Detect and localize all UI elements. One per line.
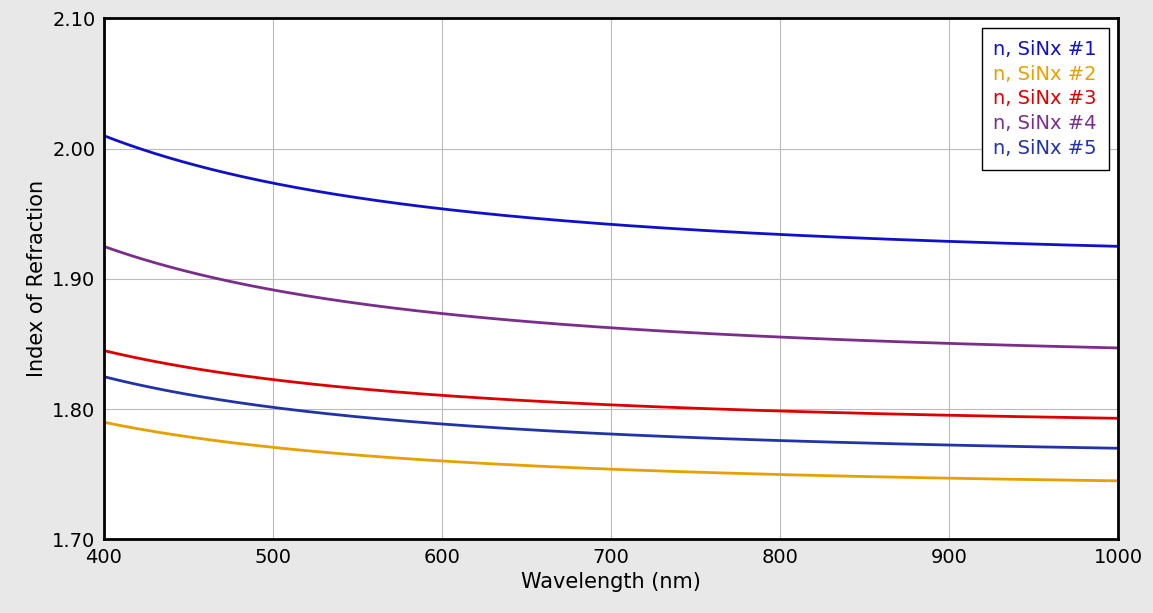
n, SiNx #3 xyxy=(564,399,578,406)
n, SiNx #5 xyxy=(97,373,111,380)
n, SiNx #4 xyxy=(564,321,578,329)
n, SiNx #1 xyxy=(1082,242,1095,249)
n, SiNx #3 xyxy=(1082,414,1095,422)
n, SiNx #1 xyxy=(896,236,910,243)
n, SiNx #3 xyxy=(590,400,604,408)
n, SiNx #1 xyxy=(1082,242,1095,249)
n, SiNx #2 xyxy=(149,428,163,435)
n, SiNx #3 xyxy=(1111,414,1125,422)
n, SiNx #5 xyxy=(1111,444,1125,452)
n, SiNx #1 xyxy=(97,132,111,139)
n, SiNx #2 xyxy=(564,464,578,471)
n, SiNx #2 xyxy=(97,419,111,426)
n, SiNx #1 xyxy=(564,218,578,225)
Line: n, SiNx #4: n, SiNx #4 xyxy=(104,246,1118,348)
n, SiNx #4 xyxy=(896,338,910,346)
n, SiNx #1 xyxy=(149,150,163,158)
n, SiNx #4 xyxy=(97,243,111,250)
n, SiNx #2 xyxy=(1111,477,1125,484)
n, SiNx #2 xyxy=(896,474,910,481)
X-axis label: Wavelength (nm): Wavelength (nm) xyxy=(521,573,701,592)
Y-axis label: Index of Refraction: Index of Refraction xyxy=(27,180,46,378)
n, SiNx #4 xyxy=(1111,345,1125,352)
n, SiNx #3 xyxy=(896,411,910,418)
n, SiNx #3 xyxy=(1082,414,1095,422)
n, SiNx #4 xyxy=(590,323,604,330)
n, SiNx #5 xyxy=(1082,444,1095,451)
n, SiNx #5 xyxy=(564,428,578,436)
n, SiNx #1 xyxy=(1111,243,1125,250)
n, SiNx #4 xyxy=(149,259,163,267)
n, SiNx #3 xyxy=(97,347,111,354)
Line: n, SiNx #2: n, SiNx #2 xyxy=(104,422,1118,481)
n, SiNx #1 xyxy=(590,219,604,227)
n, SiNx #2 xyxy=(1082,477,1095,484)
Line: n, SiNx #5: n, SiNx #5 xyxy=(104,376,1118,448)
n, SiNx #2 xyxy=(590,465,604,473)
n, SiNx #5 xyxy=(590,430,604,437)
Legend: n, SiNx #1, n, SiNx #2, n, SiNx #3, n, SiNx #4, n, SiNx #5: n, SiNx #1, n, SiNx #2, n, SiNx #3, n, S… xyxy=(981,28,1109,170)
n, SiNx #5 xyxy=(896,440,910,447)
n, SiNx #5 xyxy=(1082,444,1095,451)
Line: n, SiNx #3: n, SiNx #3 xyxy=(104,351,1118,418)
Line: n, SiNx #1: n, SiNx #1 xyxy=(104,135,1118,246)
n, SiNx #4 xyxy=(1082,343,1095,351)
n, SiNx #3 xyxy=(149,358,163,365)
n, SiNx #2 xyxy=(1082,477,1095,484)
n, SiNx #4 xyxy=(1082,343,1095,351)
n, SiNx #5 xyxy=(149,384,163,392)
